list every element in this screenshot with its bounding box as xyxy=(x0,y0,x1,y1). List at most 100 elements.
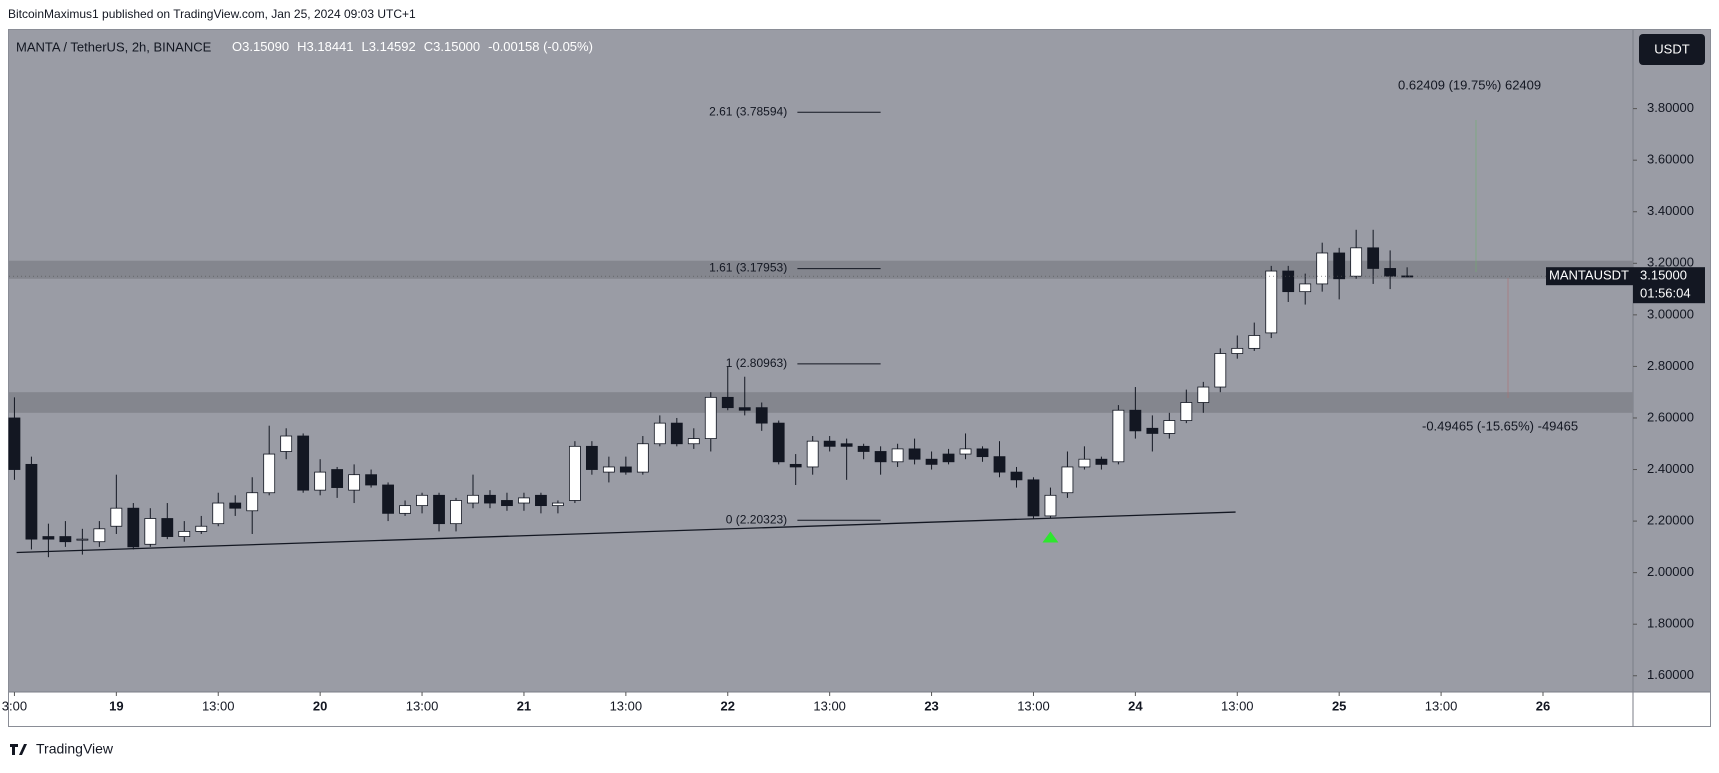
change: -0.00158 (-0.05%) xyxy=(488,39,593,54)
candle-body xyxy=(721,396,734,409)
candle-body xyxy=(585,445,598,470)
fib-label: 1 (2.80963) xyxy=(726,356,787,370)
ohlc-key: H xyxy=(297,39,306,54)
symbol-box xyxy=(1546,267,1633,286)
candle xyxy=(178,521,191,542)
price-label: 3.15000 xyxy=(1640,268,1687,283)
candle xyxy=(127,503,140,550)
candle-body xyxy=(1333,252,1346,280)
y-tick-label: 2.80000 xyxy=(1647,358,1694,373)
candle-body xyxy=(195,525,208,532)
candle xyxy=(246,477,259,534)
x-tick-label: 20 xyxy=(313,698,327,713)
currency-button[interactable] xyxy=(1639,34,1705,65)
candle-body xyxy=(1231,347,1244,354)
candle xyxy=(670,417,683,447)
price-axis-bg xyxy=(1633,30,1710,692)
candle xyxy=(1231,335,1244,359)
candle-body xyxy=(246,492,259,512)
candle xyxy=(1163,412,1176,439)
zone xyxy=(9,392,1633,413)
candle xyxy=(755,402,768,431)
candle xyxy=(687,428,700,449)
candle-body xyxy=(1146,427,1159,434)
candle xyxy=(365,469,377,488)
symbol-label: MANTAUSDT xyxy=(1549,268,1629,283)
candle xyxy=(1282,265,1295,302)
candle-body xyxy=(365,474,377,486)
candle xyxy=(535,492,547,514)
candle-body xyxy=(840,443,853,447)
candle-body xyxy=(1010,471,1023,481)
x-tick-label: 13:00 xyxy=(406,698,439,713)
candle xyxy=(552,500,564,514)
candle-body xyxy=(229,502,242,509)
candle xyxy=(738,376,751,416)
candle xyxy=(721,366,734,411)
candle xyxy=(1350,229,1363,279)
logo xyxy=(10,744,27,755)
candle xyxy=(42,523,55,558)
y-tick-label: 3.00000 xyxy=(1647,306,1694,321)
candle xyxy=(467,474,479,509)
candle xyxy=(1078,446,1091,470)
candle-body xyxy=(1027,479,1040,517)
candle xyxy=(93,521,106,547)
candle-body xyxy=(42,536,55,540)
plot-bg xyxy=(9,30,1633,692)
candle xyxy=(416,492,428,514)
x-tick-label: 3:00 xyxy=(2,698,27,713)
candle-body xyxy=(1299,283,1312,293)
candle xyxy=(144,508,157,547)
candle-body xyxy=(1367,247,1380,269)
candle-body xyxy=(1401,275,1414,278)
currency[interactable]: USDT xyxy=(1654,41,1689,56)
measure-label: 0.62409 (19.75%) 62409 xyxy=(1398,77,1541,92)
candle-body xyxy=(1095,458,1108,465)
candle xyxy=(619,456,632,475)
candle xyxy=(1367,229,1380,284)
y-tick-label: 2.20000 xyxy=(1647,513,1694,528)
candle-body xyxy=(93,528,106,543)
candle-body xyxy=(755,407,768,424)
candle-body xyxy=(687,438,700,445)
fib-label: 1.61 (3.17953) xyxy=(709,261,787,275)
candle xyxy=(840,438,853,480)
candle xyxy=(1214,348,1227,393)
ohlc-value: 3.18441 xyxy=(307,39,354,54)
fib-label: 0 (2.20323) xyxy=(726,512,787,526)
x-tick-label: 24 xyxy=(1128,698,1143,713)
fib-label: 2.61 (3.78594) xyxy=(709,104,787,118)
candle xyxy=(942,448,955,465)
candle xyxy=(297,433,310,493)
signal-arrow xyxy=(1042,531,1059,543)
candle-body xyxy=(823,440,836,447)
candle-body xyxy=(280,435,293,452)
candle-body xyxy=(59,536,72,543)
candle xyxy=(1061,451,1074,498)
candle-body xyxy=(959,448,972,455)
candle xyxy=(484,490,496,509)
x-tick-label: 23 xyxy=(924,698,938,713)
logo-icon xyxy=(10,744,27,755)
candle xyxy=(1248,322,1261,351)
ohlc: O3.15090 H3.18441 L3.14592 C3.15000 -0.00158… xyxy=(232,39,593,54)
candle-body xyxy=(1129,409,1142,432)
candle xyxy=(1146,415,1159,452)
candle xyxy=(229,495,242,516)
x-tick-label: 13:00 xyxy=(610,698,643,713)
y-tick-label: 1.80000 xyxy=(1647,616,1694,631)
candle-body xyxy=(297,435,310,491)
candle xyxy=(280,428,293,460)
candle-body xyxy=(348,474,361,491)
candle xyxy=(195,515,208,534)
candle-body xyxy=(789,463,802,468)
ohlc-key: C xyxy=(424,39,433,54)
candle xyxy=(399,500,411,516)
candle xyxy=(1180,389,1193,424)
candle xyxy=(1299,273,1312,305)
ohlc-value: 3.15090 xyxy=(242,39,289,54)
candle-body xyxy=(263,453,276,494)
candle xyxy=(1129,387,1142,439)
